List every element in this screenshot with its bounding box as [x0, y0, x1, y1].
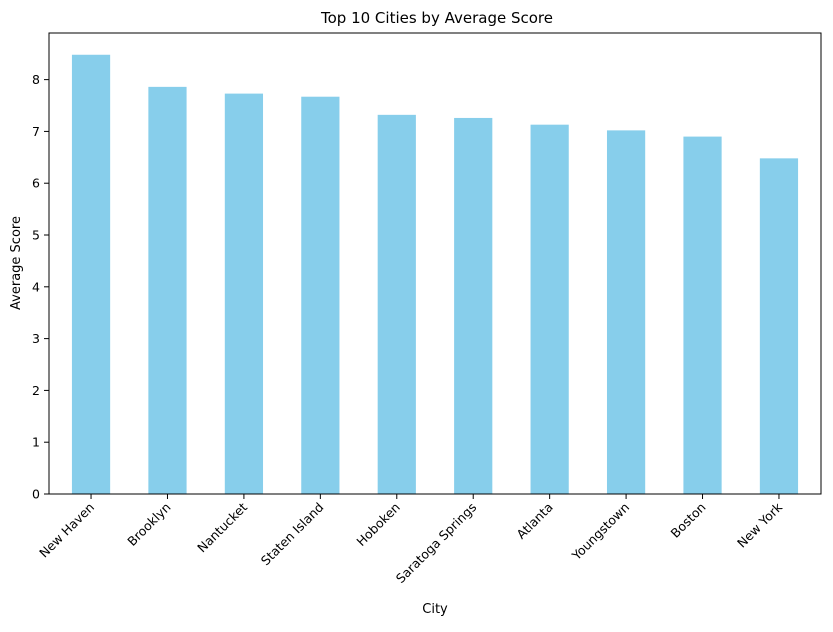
x-tick-label: Boston [667, 500, 708, 541]
y-tick-label: 2 [32, 383, 40, 398]
bar-hoboken [377, 114, 416, 494]
bar-boston [683, 136, 722, 494]
bar-atlanta [530, 124, 569, 495]
x-tick-label: New York [734, 499, 786, 551]
bar-youngstown [606, 130, 646, 495]
y-tick-label: 7 [32, 124, 40, 139]
x-tick-label: Youngstown [568, 500, 632, 564]
bars-group [71, 54, 799, 495]
x-tick-label: Atlanta [513, 500, 555, 542]
chart-title: Top 10 Cities by Average Score [320, 9, 553, 27]
x-tick-label: New Haven [36, 500, 97, 561]
y-tick-label: 0 [32, 487, 40, 502]
x-axis: New Haven Brooklyn Nantucket Staten Island H… [36, 494, 786, 587]
y-tick-label: 8 [32, 72, 40, 87]
x-axis-label: City [422, 602, 448, 617]
x-tick-label: Brooklyn [124, 500, 173, 549]
x-tick-label: Saratoga Springs [393, 500, 480, 587]
y-axis: 0 1 2 3 4 5 6 7 8 [32, 72, 49, 502]
y-tick-label: 3 [32, 331, 40, 346]
x-tick-label: Nantucket [194, 499, 250, 555]
x-tick-label: Hoboken [353, 500, 403, 550]
y-tick-label: 1 [32, 435, 40, 450]
bar-new-york [759, 158, 799, 494]
y-tick-label: 5 [32, 228, 40, 243]
bar-nantucket [224, 93, 264, 495]
y-tick-label: 6 [32, 176, 40, 191]
bar-staten-island [301, 96, 340, 494]
x-tick-label: Staten Island [258, 500, 327, 569]
plot-frame [48, 32, 822, 495]
bar-new-haven [71, 54, 111, 494]
y-tick-label: 4 [32, 279, 40, 294]
y-axis-label: Average Score [9, 216, 24, 310]
bar-brooklyn [148, 86, 187, 494]
bar-saratoga-springs [454, 117, 493, 495]
